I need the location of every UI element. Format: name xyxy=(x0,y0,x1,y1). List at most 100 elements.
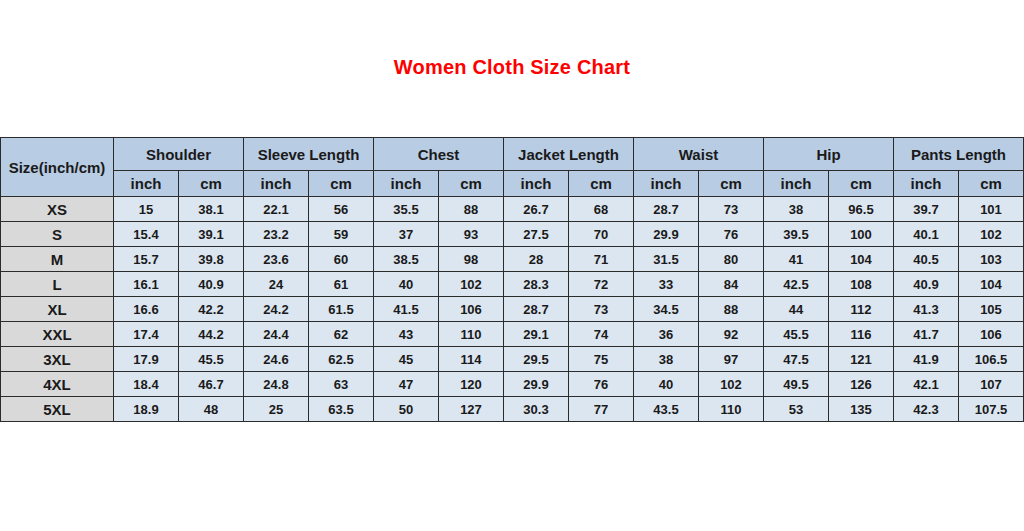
value-cell: 135 xyxy=(829,397,894,422)
column-group-hip: Hip xyxy=(764,138,894,171)
unit-header: cm xyxy=(959,171,1024,197)
column-group-chest: Chest xyxy=(374,138,504,171)
unit-header: inch xyxy=(114,171,179,197)
value-cell: 42.1 xyxy=(894,372,959,397)
value-cell: 27.5 xyxy=(504,222,569,247)
value-cell: 93 xyxy=(439,222,504,247)
value-cell: 62.5 xyxy=(309,347,374,372)
value-cell: 73 xyxy=(569,297,634,322)
unit-header: cm xyxy=(309,171,374,197)
value-cell: 71 xyxy=(569,247,634,272)
value-cell: 106 xyxy=(439,297,504,322)
size-label-cell: XXL xyxy=(1,322,114,347)
value-cell: 29.9 xyxy=(634,222,699,247)
table-row: 4XL18.446.724.8634712029.9764010249.5126… xyxy=(1,372,1024,397)
value-cell: 30.3 xyxy=(504,397,569,422)
value-cell: 107 xyxy=(959,372,1024,397)
value-cell: 41 xyxy=(764,247,829,272)
size-label-cell: L xyxy=(1,272,114,297)
value-cell: 50 xyxy=(374,397,439,422)
value-cell: 47 xyxy=(374,372,439,397)
value-cell: 25 xyxy=(244,397,309,422)
value-cell: 41.7 xyxy=(894,322,959,347)
value-cell: 39.8 xyxy=(179,247,244,272)
value-cell: 40.9 xyxy=(179,272,244,297)
value-cell: 103 xyxy=(959,247,1024,272)
value-cell: 126 xyxy=(829,372,894,397)
page-title: Women Cloth Size Chart xyxy=(0,0,1024,79)
unit-header: cm xyxy=(829,171,894,197)
value-cell: 74 xyxy=(569,322,634,347)
value-cell: 105 xyxy=(959,297,1024,322)
value-cell: 102 xyxy=(439,272,504,297)
value-cell: 43.5 xyxy=(634,397,699,422)
value-cell: 28 xyxy=(504,247,569,272)
value-cell: 28.3 xyxy=(504,272,569,297)
value-cell: 59 xyxy=(309,222,374,247)
value-cell: 92 xyxy=(699,322,764,347)
table-row: XXL17.444.224.4624311029.174369245.51164… xyxy=(1,322,1024,347)
value-cell: 102 xyxy=(959,222,1024,247)
value-cell: 76 xyxy=(699,222,764,247)
value-cell: 84 xyxy=(699,272,764,297)
value-cell: 53 xyxy=(764,397,829,422)
value-cell: 127 xyxy=(439,397,504,422)
value-cell: 37 xyxy=(374,222,439,247)
value-cell: 76 xyxy=(569,372,634,397)
value-cell: 18.4 xyxy=(114,372,179,397)
unit-header-row: inch cm inch cm inch cm inch cm inch cm … xyxy=(1,171,1024,197)
unit-header: inch xyxy=(374,171,439,197)
value-cell: 24 xyxy=(244,272,309,297)
value-cell: 40.1 xyxy=(894,222,959,247)
value-cell: 41.5 xyxy=(374,297,439,322)
value-cell: 120 xyxy=(439,372,504,397)
value-cell: 40 xyxy=(374,272,439,297)
value-cell: 88 xyxy=(439,197,504,222)
size-label-cell: M xyxy=(1,247,114,272)
value-cell: 44.2 xyxy=(179,322,244,347)
value-cell: 106.5 xyxy=(959,347,1024,372)
value-cell: 24.6 xyxy=(244,347,309,372)
value-cell: 106 xyxy=(959,322,1024,347)
value-cell: 15 xyxy=(114,197,179,222)
value-cell: 104 xyxy=(829,247,894,272)
column-group-pants-length: Pants Length xyxy=(894,138,1024,171)
size-label-cell: XL xyxy=(1,297,114,322)
unit-header: inch xyxy=(894,171,959,197)
value-cell: 97 xyxy=(699,347,764,372)
unit-header: cm xyxy=(439,171,504,197)
value-cell: 29.5 xyxy=(504,347,569,372)
value-cell: 33 xyxy=(634,272,699,297)
value-cell: 24.2 xyxy=(244,297,309,322)
value-cell: 40.5 xyxy=(894,247,959,272)
value-cell: 26.7 xyxy=(504,197,569,222)
value-cell: 56 xyxy=(309,197,374,222)
value-cell: 40.9 xyxy=(894,272,959,297)
value-cell: 17.9 xyxy=(114,347,179,372)
value-cell: 42.5 xyxy=(764,272,829,297)
value-cell: 61 xyxy=(309,272,374,297)
value-cell: 23.6 xyxy=(244,247,309,272)
value-cell: 31.5 xyxy=(634,247,699,272)
value-cell: 96.5 xyxy=(829,197,894,222)
value-cell: 101 xyxy=(959,197,1024,222)
value-cell: 15.7 xyxy=(114,247,179,272)
value-cell: 80 xyxy=(699,247,764,272)
value-cell: 121 xyxy=(829,347,894,372)
size-chart-table: Size(inch/cm) Shoulder Sleeve Length Che… xyxy=(0,137,1024,422)
value-cell: 39.7 xyxy=(894,197,959,222)
table-row: XL16.642.224.261.541.510628.77334.588441… xyxy=(1,297,1024,322)
value-cell: 60 xyxy=(309,247,374,272)
value-cell: 45.5 xyxy=(764,322,829,347)
value-cell: 100 xyxy=(829,222,894,247)
value-cell: 39.5 xyxy=(764,222,829,247)
value-cell: 45 xyxy=(374,347,439,372)
unit-header: cm xyxy=(569,171,634,197)
value-cell: 77 xyxy=(569,397,634,422)
value-cell: 35.5 xyxy=(374,197,439,222)
value-cell: 40 xyxy=(634,372,699,397)
value-cell: 38.1 xyxy=(179,197,244,222)
value-cell: 29.1 xyxy=(504,322,569,347)
value-cell: 110 xyxy=(439,322,504,347)
table-row: S15.439.123.259379327.57029.97639.510040… xyxy=(1,222,1024,247)
